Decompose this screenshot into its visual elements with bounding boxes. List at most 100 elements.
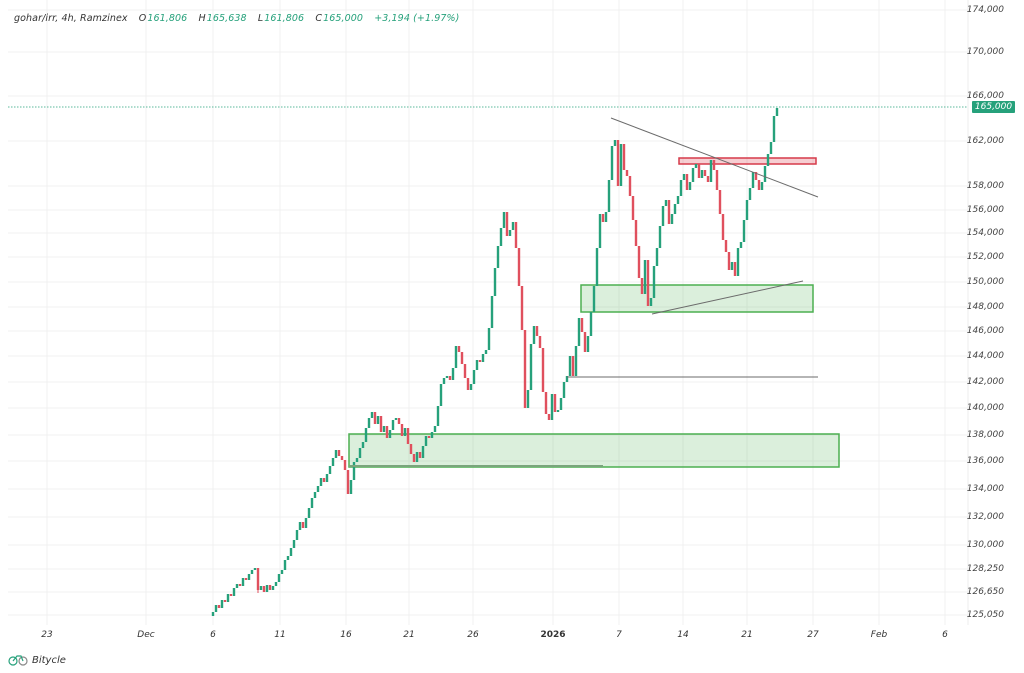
candle-up bbox=[214, 605, 218, 612]
candle-up bbox=[253, 568, 257, 570]
candle-up bbox=[598, 214, 602, 248]
candle-up bbox=[391, 420, 395, 430]
candle-up bbox=[313, 492, 317, 498]
candle-up bbox=[298, 522, 302, 530]
y-tick-label: 152,000 bbox=[966, 252, 1004, 262]
bicycle-icon bbox=[8, 655, 28, 666]
candle-up bbox=[361, 442, 365, 448]
candle-up bbox=[325, 474, 329, 482]
candle-down bbox=[571, 356, 575, 376]
candle-up bbox=[439, 384, 443, 406]
candle-up bbox=[607, 180, 611, 212]
candle-down bbox=[478, 360, 482, 362]
candle-up bbox=[271, 586, 275, 590]
candle-down bbox=[631, 196, 635, 220]
candle-down bbox=[373, 412, 377, 424]
candle-down bbox=[457, 346, 461, 352]
candle-up bbox=[730, 262, 734, 270]
demand-zone-upper[interactable] bbox=[580, 284, 814, 313]
candle-up bbox=[475, 360, 479, 370]
candle-down bbox=[409, 444, 413, 454]
y-tick-label: 140,000 bbox=[966, 403, 1004, 413]
candle-up bbox=[649, 298, 653, 306]
candle-up bbox=[295, 530, 299, 540]
candle-up bbox=[355, 458, 359, 462]
candle-up bbox=[388, 430, 392, 438]
x-tick-label: 26 bbox=[467, 630, 479, 640]
close-label: C bbox=[315, 13, 323, 24]
candle-up bbox=[307, 508, 311, 518]
candle-up bbox=[556, 410, 560, 412]
candle-up bbox=[577, 318, 581, 346]
candle-down bbox=[628, 176, 632, 196]
candle-up bbox=[655, 248, 659, 266]
candle-up bbox=[673, 204, 677, 214]
candle-down bbox=[622, 144, 626, 170]
open-value: 161,806 bbox=[147, 13, 188, 24]
symbol-label: gohar/irr, 4h, Ramzinex bbox=[14, 13, 128, 24]
candle-up bbox=[304, 518, 308, 528]
candle-up bbox=[559, 398, 563, 410]
y-tick-label: 136,000 bbox=[966, 456, 1004, 466]
candle-up bbox=[484, 350, 488, 354]
candle-up bbox=[670, 214, 674, 224]
candle-down bbox=[580, 318, 584, 332]
demand-zone-lower[interactable] bbox=[348, 433, 840, 468]
candle-down bbox=[379, 416, 383, 432]
ascending-support-trendline[interactable] bbox=[651, 280, 804, 315]
candle-up bbox=[493, 268, 497, 296]
candle-up bbox=[661, 206, 665, 226]
candle-up bbox=[319, 478, 323, 486]
x-tick-label: 21 bbox=[741, 630, 753, 640]
candle-down bbox=[553, 394, 557, 412]
candle-up bbox=[265, 585, 269, 592]
candle-up bbox=[445, 376, 449, 378]
chart-grid bbox=[8, 0, 968, 625]
x-tick-label: 7 bbox=[616, 630, 622, 640]
candle-up bbox=[226, 594, 230, 602]
candle-down bbox=[337, 450, 341, 456]
candle-up bbox=[250, 570, 254, 574]
candle-up bbox=[643, 260, 647, 294]
candle-up bbox=[682, 174, 686, 180]
last-price-tag: 165,000 bbox=[972, 101, 1015, 113]
candle-up bbox=[751, 172, 755, 188]
candle-up bbox=[562, 382, 566, 398]
candle-up bbox=[736, 248, 740, 276]
descending-resistance-trendline[interactable] bbox=[610, 117, 819, 198]
candle-down bbox=[538, 336, 542, 348]
y-tick-label: 150,000 bbox=[966, 277, 1004, 287]
candle-up bbox=[586, 336, 590, 352]
candle-up bbox=[526, 390, 530, 408]
candle-up bbox=[499, 228, 503, 246]
candle-up bbox=[331, 458, 335, 466]
candle-up bbox=[652, 266, 656, 298]
candle-up bbox=[274, 582, 278, 586]
candle-down bbox=[685, 174, 689, 190]
candle-up bbox=[760, 182, 764, 190]
candle-down bbox=[757, 180, 761, 190]
y-tick-label: 154,000 bbox=[966, 228, 1004, 238]
supply-zone[interactable] bbox=[678, 157, 817, 165]
candle-down bbox=[385, 426, 389, 438]
candle-up bbox=[619, 144, 623, 186]
candle-up bbox=[595, 248, 599, 286]
candle-up bbox=[613, 140, 617, 146]
candle-up bbox=[508, 230, 512, 236]
x-tick-label: 27 bbox=[807, 630, 819, 640]
candle-up bbox=[241, 578, 245, 586]
candle-up bbox=[235, 584, 239, 588]
candle-down bbox=[517, 248, 521, 286]
candle-down bbox=[406, 428, 410, 444]
candle-down bbox=[340, 456, 344, 460]
ohlc-legend: gohar/irr, 4h, Ramzinex O161,806 H165,63… bbox=[14, 13, 460, 24]
candle-down bbox=[544, 392, 548, 414]
x-tick-label: 2026 bbox=[540, 630, 566, 640]
candle-up bbox=[532, 326, 536, 344]
candle-up bbox=[664, 200, 668, 206]
candle-up bbox=[310, 498, 314, 508]
y-tick-label: 148,000 bbox=[966, 302, 1004, 312]
candle-up bbox=[424, 436, 428, 446]
candle-up bbox=[487, 328, 491, 350]
